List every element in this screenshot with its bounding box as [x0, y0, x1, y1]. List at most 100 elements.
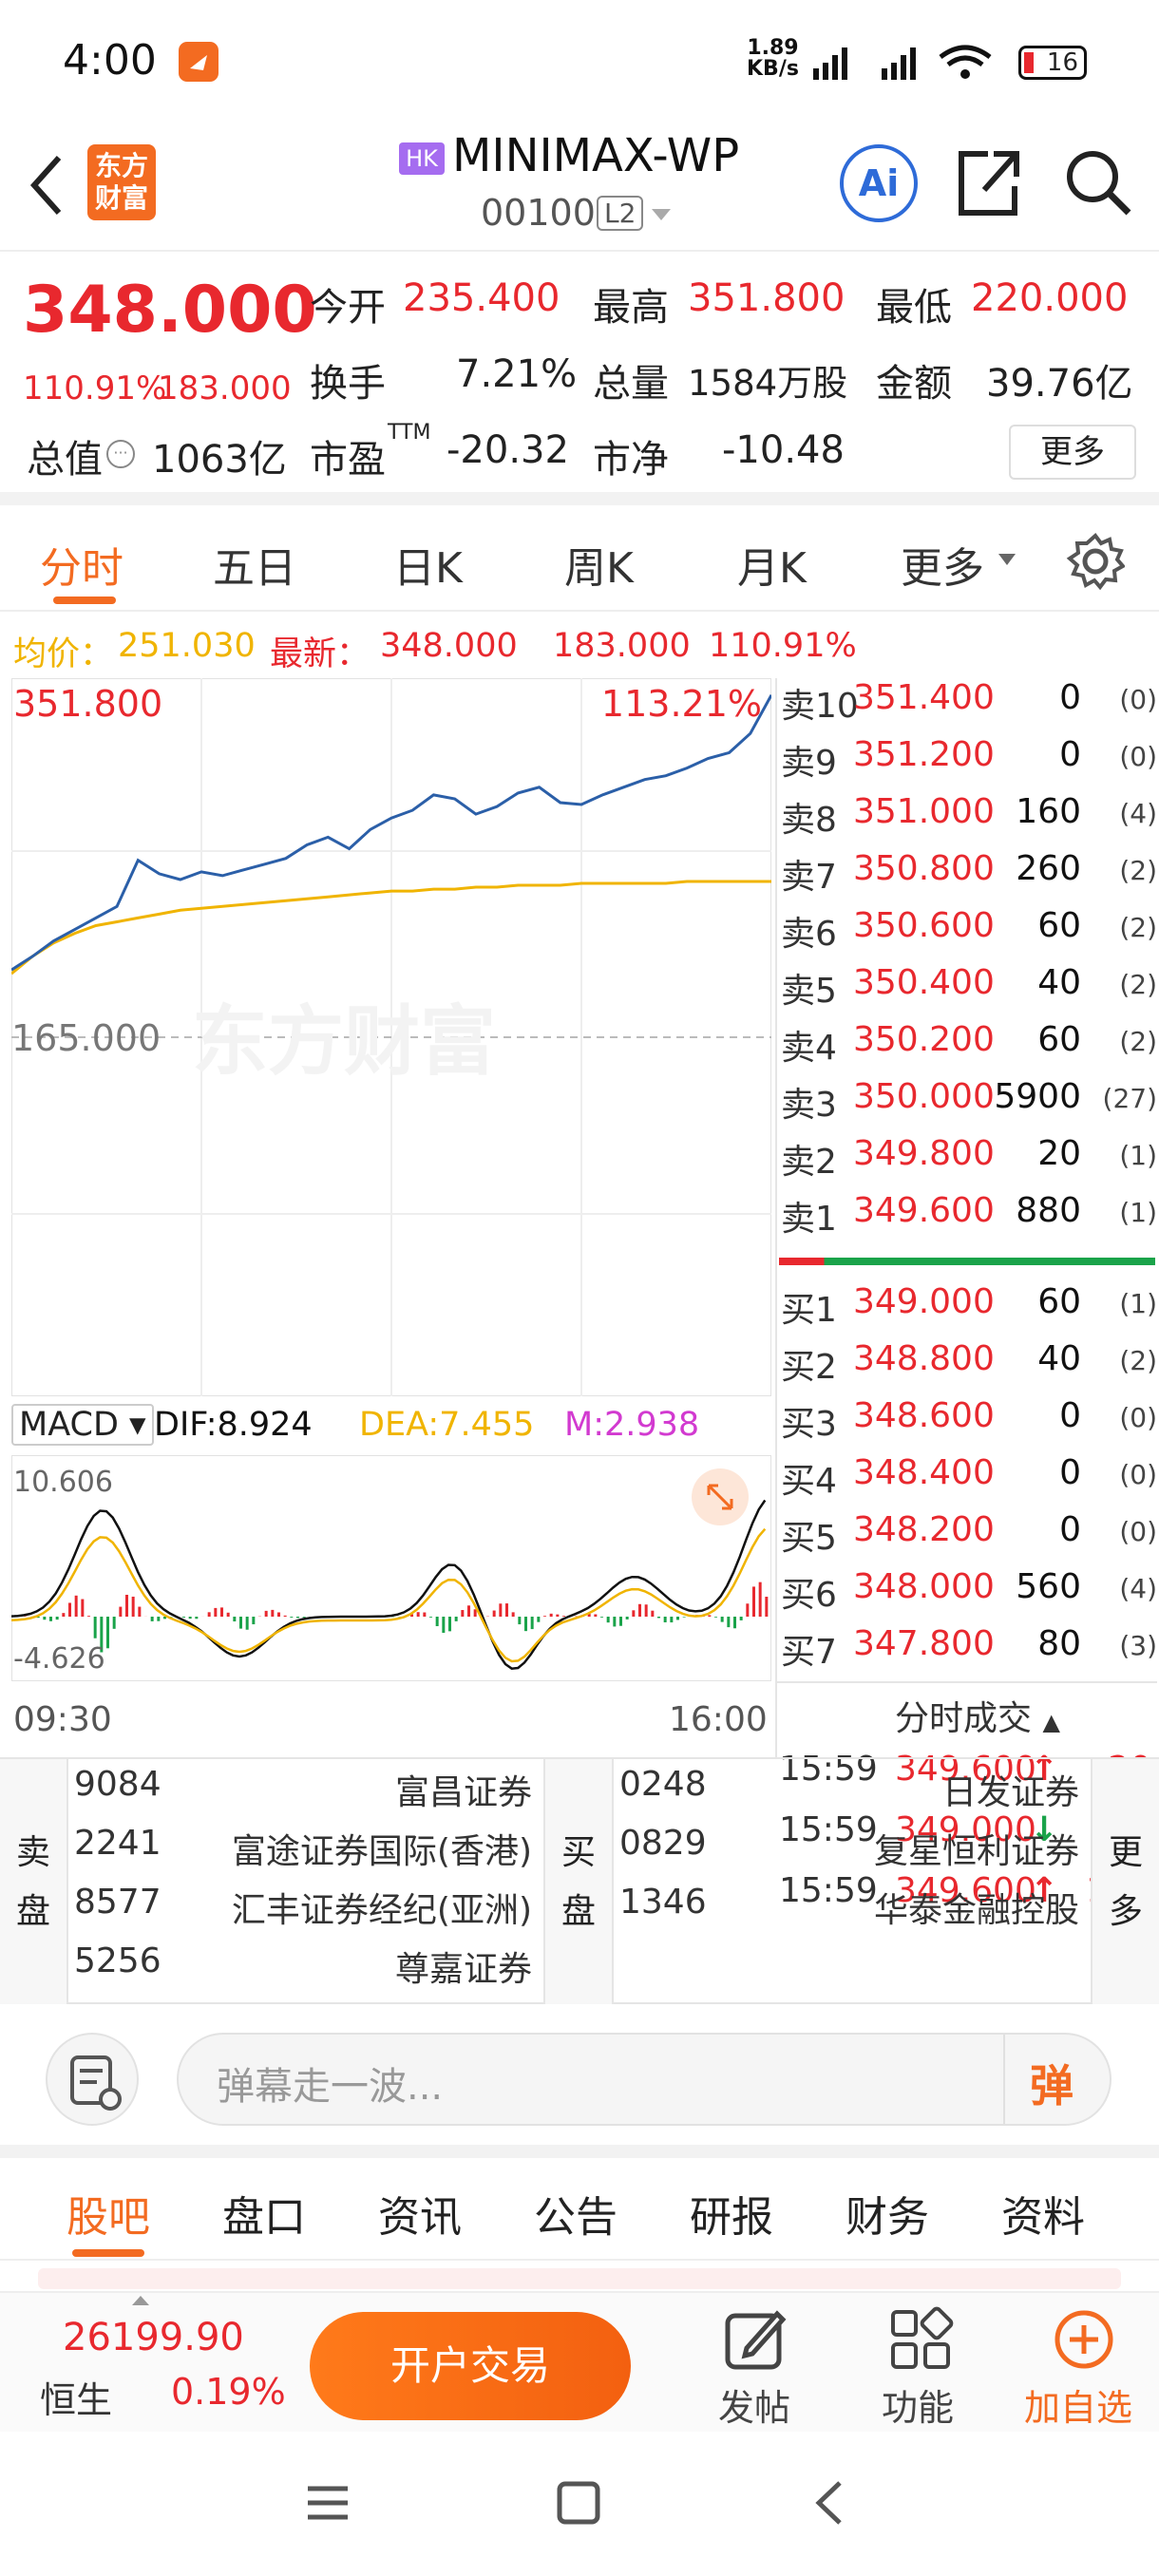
more-quote-button[interactable]: 更多 [1009, 425, 1136, 480]
macd-bar [410, 1614, 413, 1617]
quote-panel: 348.000 110.91% 183.000 今开 235.400 最高 35… [0, 254, 1159, 505]
ask-level-row[interactable]: 卖3 350.000 5900 (27) [781, 1077, 1157, 1125]
macd-bar [226, 1612, 230, 1617]
macd-min-label: -4.626 [13, 1642, 105, 1676]
broker-row[interactable]: 8577 汇丰证券经纪(亚洲) [74, 1883, 532, 1930]
macd-bar [651, 1610, 655, 1617]
broker-row[interactable]: 0248 日发证券 [619, 1765, 1079, 1812]
pb-value: -10.48 [722, 428, 845, 472]
functions-button[interactable]: 功能 [866, 2302, 971, 2429]
tab-five-day[interactable]: 五日 [213, 544, 296, 593]
macd-bar [606, 1617, 610, 1623]
tab-intraday[interactable]: 分时 [40, 544, 124, 593]
broker-row[interactable]: 2241 富途证券国际(香港) [74, 1824, 532, 1871]
tab-news[interactable]: 资讯 [378, 2193, 462, 2242]
macd-bar [720, 1617, 724, 1622]
more-brokers-button[interactable]: 更多 [1091, 1759, 1159, 2004]
ask-level-row[interactable]: 卖4 350.200 60 (2) [781, 1020, 1157, 1068]
comment-input[interactable]: 弹幕走一波... 弹 [177, 2033, 1112, 2126]
macd-bar [657, 1617, 660, 1619]
add-watchlist-button[interactable]: 加自选 [1018, 2302, 1142, 2429]
open-account-trade-button[interactable]: 开户交易 [310, 2312, 631, 2420]
macd-chart[interactable]: 10.606 -4.626 [11, 1455, 771, 1681]
comment-list-button[interactable] [46, 2033, 139, 2126]
low-value: 220.000 [971, 276, 1129, 320]
macd-bar [549, 1613, 553, 1617]
add-circle-icon [1054, 2310, 1113, 2369]
macd-bar [670, 1617, 674, 1623]
tab-daily-k[interactable]: 日K [393, 544, 463, 593]
info-icon[interactable]: ··· [106, 440, 135, 468]
tab-forum[interactable]: 股吧 [66, 2193, 150, 2242]
broker-row[interactable]: 5256 尊嘉证券 [74, 1941, 532, 1989]
tab-research[interactable]: 研报 [690, 2193, 773, 2242]
bid-level-row[interactable]: 买7 347.800 80 (3) [781, 1624, 1157, 1672]
intraday-price-chart[interactable]: 东方财富 351.800 113.21% 165.000 [11, 678, 771, 1396]
tab-weekly-k[interactable]: 周K [564, 544, 634, 593]
latest-value: 348.000 [380, 627, 518, 665]
stock-code: 00100 [481, 192, 596, 234]
ask-level-row[interactable]: 卖5 350.400 40 (2) [781, 963, 1157, 1011]
macd-bar [505, 1603, 508, 1617]
broker-row[interactable]: 0829 复星恒利证券 [619, 1824, 1079, 1871]
chart-tabs: 分时 五日 日K 周K 月K 更多 [0, 505, 1159, 612]
macd-bar [714, 1617, 717, 1618]
battery-icon: 16 [1018, 46, 1087, 80]
ask-level-row[interactable]: 卖9 351.200 0 (0) [781, 735, 1157, 783]
change-percent: 110.91% [23, 369, 167, 407]
tab-monthly-k[interactable]: 月K [737, 544, 807, 593]
tab-financials[interactable]: 财务 [846, 2193, 929, 2242]
bid-level-row[interactable]: 买4 348.400 0 (0) [781, 1453, 1157, 1501]
ask-level-row[interactable]: 卖6 350.600 60 (2) [781, 906, 1157, 954]
tab-profile[interactable]: 资料 [1001, 2193, 1085, 2242]
bid-level-row[interactable]: 买6 348.000 560 (4) [781, 1567, 1157, 1615]
share-icon[interactable] [956, 146, 1022, 218]
macd-header: MACD ▾ DIF:8.924 DEA:7.455 M:2.938 [11, 1402, 771, 1449]
back-icon[interactable] [27, 152, 65, 218]
macd-bar [125, 1594, 128, 1617]
macd-bar [638, 1603, 641, 1617]
price-line [11, 693, 771, 972]
chevron-down-icon[interactable] [650, 207, 673, 222]
post-button[interactable]: 发帖 [703, 2302, 808, 2429]
danmu-toggle-button[interactable]: 弹 [1030, 2060, 1074, 2112]
index-name: 恒生 [40, 2379, 113, 2421]
tab-announcements[interactable]: 公告 [534, 2193, 618, 2242]
macd-bar [87, 1616, 90, 1617]
bid-level-row[interactable]: 买1 349.000 60 (1) [781, 1282, 1157, 1330]
ask-level-row[interactable]: 卖7 350.800 260 (2) [781, 849, 1157, 897]
bid-level-row[interactable]: 买2 348.800 40 (2) [781, 1339, 1157, 1387]
macd-selector[interactable]: MACD ▾ [11, 1404, 154, 1446]
content-tabs: 股吧 盘口 资讯 公告 研报 财务 资料 [0, 2158, 1159, 2261]
ask-level-row[interactable]: 卖8 351.000 160 (4) [781, 792, 1157, 840]
time-end-label: 16:00 [669, 1700, 768, 1739]
settings-gear-icon[interactable] [1066, 532, 1125, 591]
ask-level-row[interactable]: 卖1 349.600 880 (1) [781, 1191, 1157, 1239]
broker-row[interactable]: 9084 富昌证券 [74, 1765, 532, 1812]
trade-ticks-title[interactable]: 分时成交 ▲ [895, 1699, 1060, 1738]
macd-bar [296, 1617, 299, 1619]
broker-row[interactable]: 1346 华泰金融控股 [619, 1883, 1079, 1930]
index-value[interactable]: 26199.90 [63, 2316, 244, 2359]
ask-level-row[interactable]: 卖2 349.800 20 (1) [781, 1134, 1157, 1182]
macd-bar [290, 1617, 294, 1618]
tab-orderbook[interactable]: 盘口 [222, 2193, 306, 2242]
ai-button[interactable]: Ai [840, 144, 918, 222]
menu-nav-icon[interactable] [304, 2479, 352, 2527]
pe-ttm-label: TTM [388, 421, 431, 445]
search-icon[interactable] [1062, 146, 1134, 218]
dea-value: DEA:7.455 [359, 1406, 535, 1444]
back-nav-icon[interactable] [808, 2479, 855, 2527]
top-price-label: 351.800 [13, 683, 162, 725]
bid-level-row[interactable]: 买5 348.200 0 (0) [781, 1510, 1157, 1558]
mcap-label: 总值 [27, 438, 103, 482]
macd-bar [131, 1596, 135, 1617]
bid-level-row[interactable]: 买3 348.600 0 (0) [781, 1396, 1157, 1444]
macd-bar [543, 1616, 546, 1617]
macd-bar [416, 1612, 420, 1617]
home-nav-icon[interactable] [555, 2479, 602, 2527]
tab-more[interactable]: 更多 [901, 544, 984, 593]
ask-level-row[interactable]: 卖10 351.400 0 (0) [781, 678, 1157, 726]
grid-apps-icon [891, 2306, 954, 2369]
